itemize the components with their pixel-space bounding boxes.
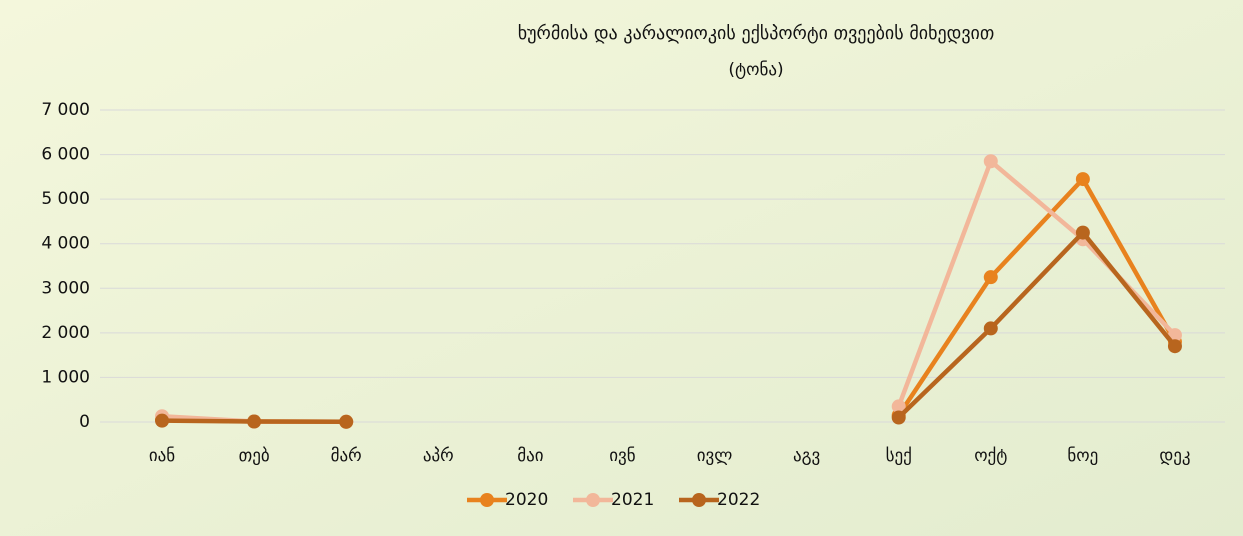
y-tick-label: 0 (79, 412, 90, 432)
x-tick-label: მარ (331, 446, 362, 466)
chart-title: ხურმისა და კარალიოკის ექსპორტი თვეების მ… (518, 23, 995, 44)
y-tick-label: 3 000 (41, 278, 90, 298)
x-tick-label: მაი (517, 446, 543, 466)
x-tick-label: სექ (886, 446, 912, 466)
legend-label: 2021 (611, 490, 654, 510)
point (891, 410, 906, 425)
x-tick-label: აგვ (793, 446, 820, 466)
point (983, 270, 998, 285)
legend-marker (480, 493, 494, 507)
legend-label: 2022 (717, 490, 760, 510)
y-tick-label: 7 000 (41, 100, 90, 120)
x-tick-label: ნოე (1067, 446, 1098, 466)
point (1075, 225, 1090, 240)
x-tick-label: ოქტ (974, 446, 1007, 466)
x-tick-label: დეკ (1159, 446, 1190, 466)
y-tick-label: 6 000 (41, 145, 90, 165)
y-tick-label: 2 000 (41, 323, 90, 343)
x-tick-label: ივლ (697, 446, 733, 466)
legend-label: 2020 (505, 490, 548, 510)
point (155, 413, 170, 428)
chart-subtitle: (ტონა) (728, 60, 783, 80)
point (247, 414, 262, 429)
x-tick-label: ივნ (609, 446, 636, 466)
point (1167, 339, 1182, 354)
x-tick-label: იან (149, 446, 175, 466)
legend-marker (586, 493, 600, 507)
legend-marker (692, 493, 706, 507)
x-tick-label: აპრ (423, 446, 454, 466)
point (983, 321, 998, 336)
point (983, 154, 998, 169)
y-tick-label: 1 000 (41, 367, 90, 387)
x-tick-label: თებ (239, 446, 270, 466)
y-tick-label: 5 000 (41, 189, 90, 209)
point (339, 414, 354, 429)
point (1075, 172, 1090, 187)
y-tick-label: 4 000 (41, 234, 90, 254)
point (891, 399, 906, 414)
